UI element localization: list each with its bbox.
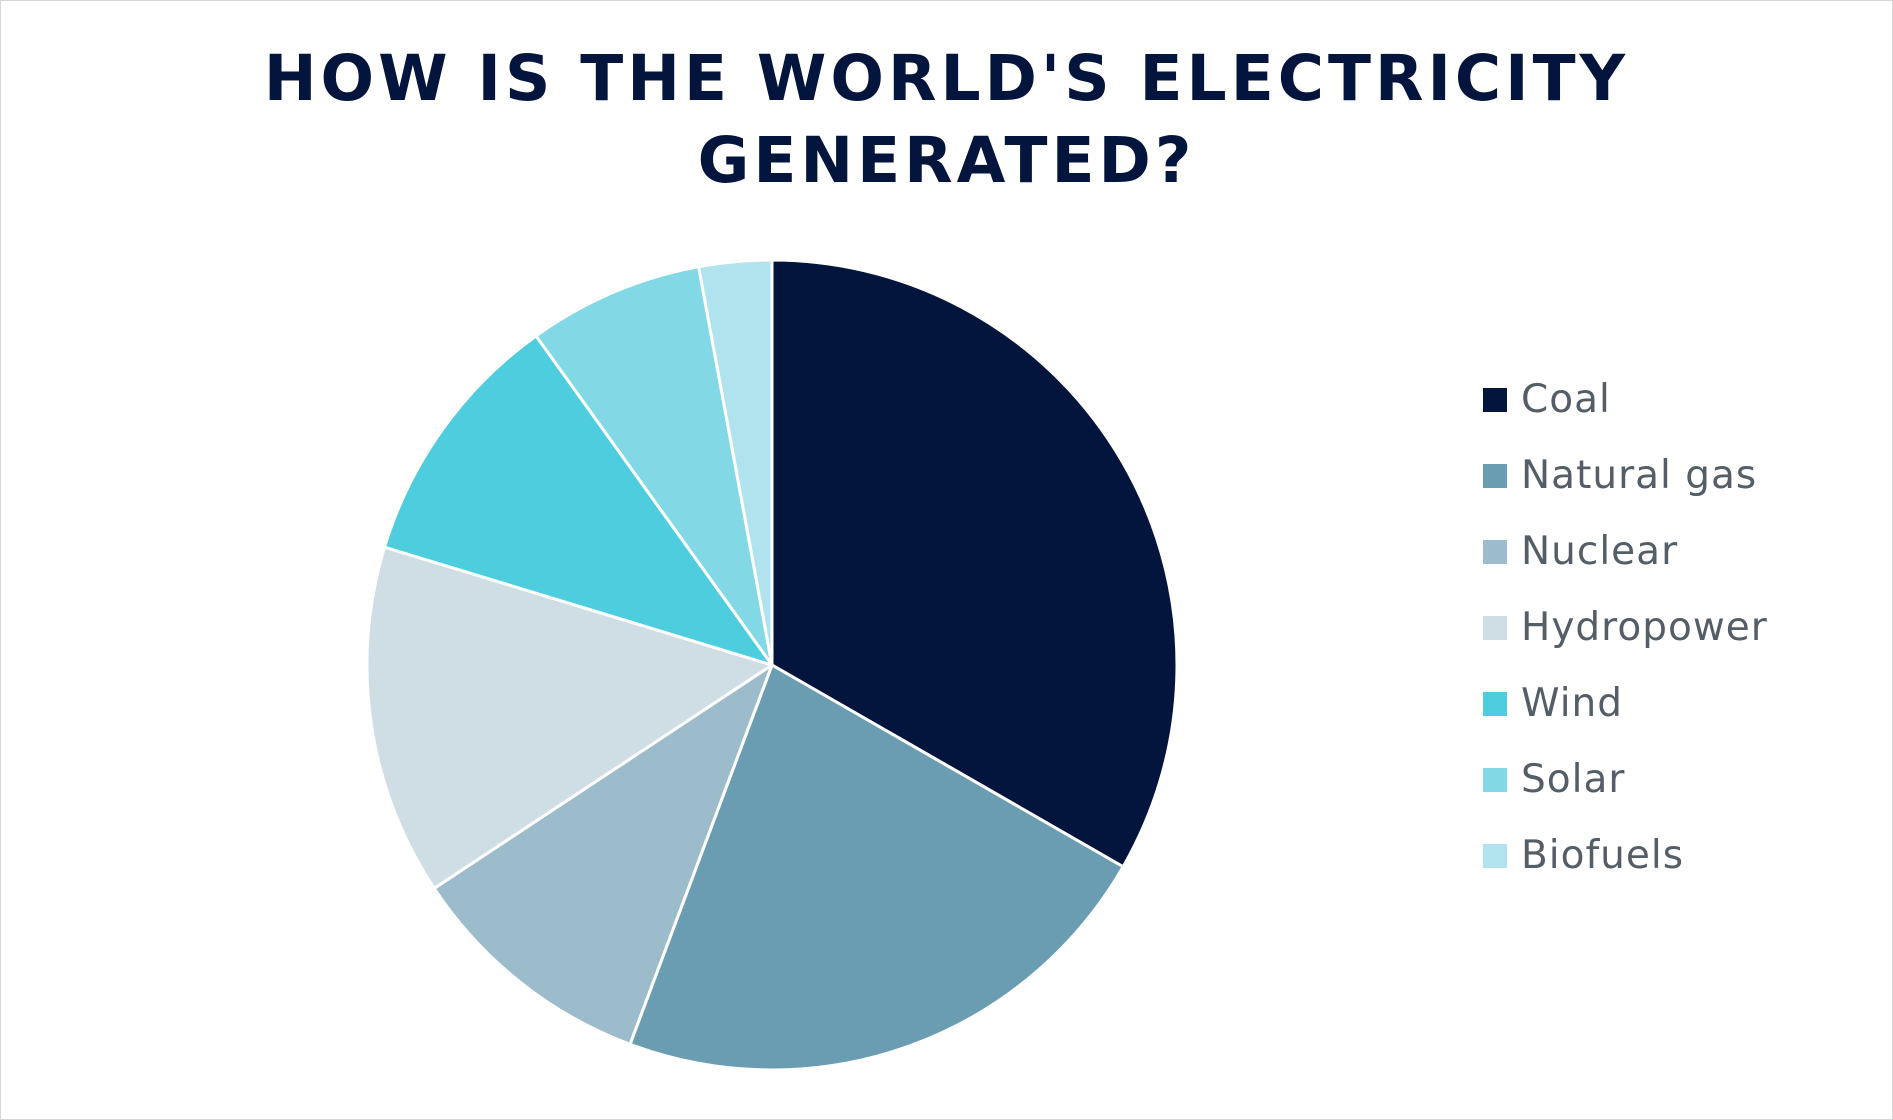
pie-slice-biofuels	[697, 258, 774, 667]
legend-label-hydropower: Hydropower	[1521, 605, 1768, 650]
legend-swatch-natural-gas	[1483, 464, 1507, 488]
legend-swatch-nuclear	[1483, 540, 1507, 564]
legend-label-wind: Wind	[1521, 681, 1624, 726]
pie-slice-coal	[770, 258, 1179, 869]
legend-item-solar: Solar	[1483, 742, 1863, 818]
pie-slice-wind	[383, 334, 774, 667]
pie-slice-solar	[534, 265, 774, 667]
legend-item-hydropower: Hydropower	[1483, 590, 1863, 666]
legend-label-coal: Coal	[1521, 377, 1611, 422]
legend-swatch-solar	[1483, 768, 1507, 792]
legend-item-coal: Coal	[1483, 362, 1863, 438]
legend-item-nuclear: Nuclear	[1483, 514, 1863, 590]
pie-slice-natural-gas	[628, 663, 1125, 1072]
legend-label-natural-gas: Natural gas	[1521, 453, 1758, 498]
legend-swatch-coal	[1483, 388, 1507, 412]
legend-swatch-wind	[1483, 692, 1507, 716]
legend-label-solar: Solar	[1521, 757, 1626, 802]
chart-title-line-1: HOW IS THE WORLD'S ELECTRICITY	[263, 42, 1630, 115]
pie-slice-nuclear	[432, 663, 774, 1046]
legend-item-wind: Wind	[1483, 666, 1863, 742]
chart-title-line-2: GENERATED?	[697, 124, 1196, 197]
legend-swatch-biofuels	[1483, 844, 1507, 868]
legend-label-nuclear: Nuclear	[1521, 529, 1679, 574]
legend-label-biofuels: Biofuels	[1521, 833, 1685, 878]
pie-slice-hydropower	[365, 545, 774, 890]
chart-legend: Coal Natural gas Nuclear Hydropower Wind Sola…	[1483, 362, 1863, 894]
chart-title: HOW IS THE WORLD'S ELECTRICITY GENERATED…	[0, 38, 1893, 202]
legend-item-biofuels: Biofuels	[1483, 818, 1863, 894]
legend-swatch-hydropower	[1483, 616, 1507, 640]
legend-item-natural-gas: Natural gas	[1483, 438, 1863, 514]
